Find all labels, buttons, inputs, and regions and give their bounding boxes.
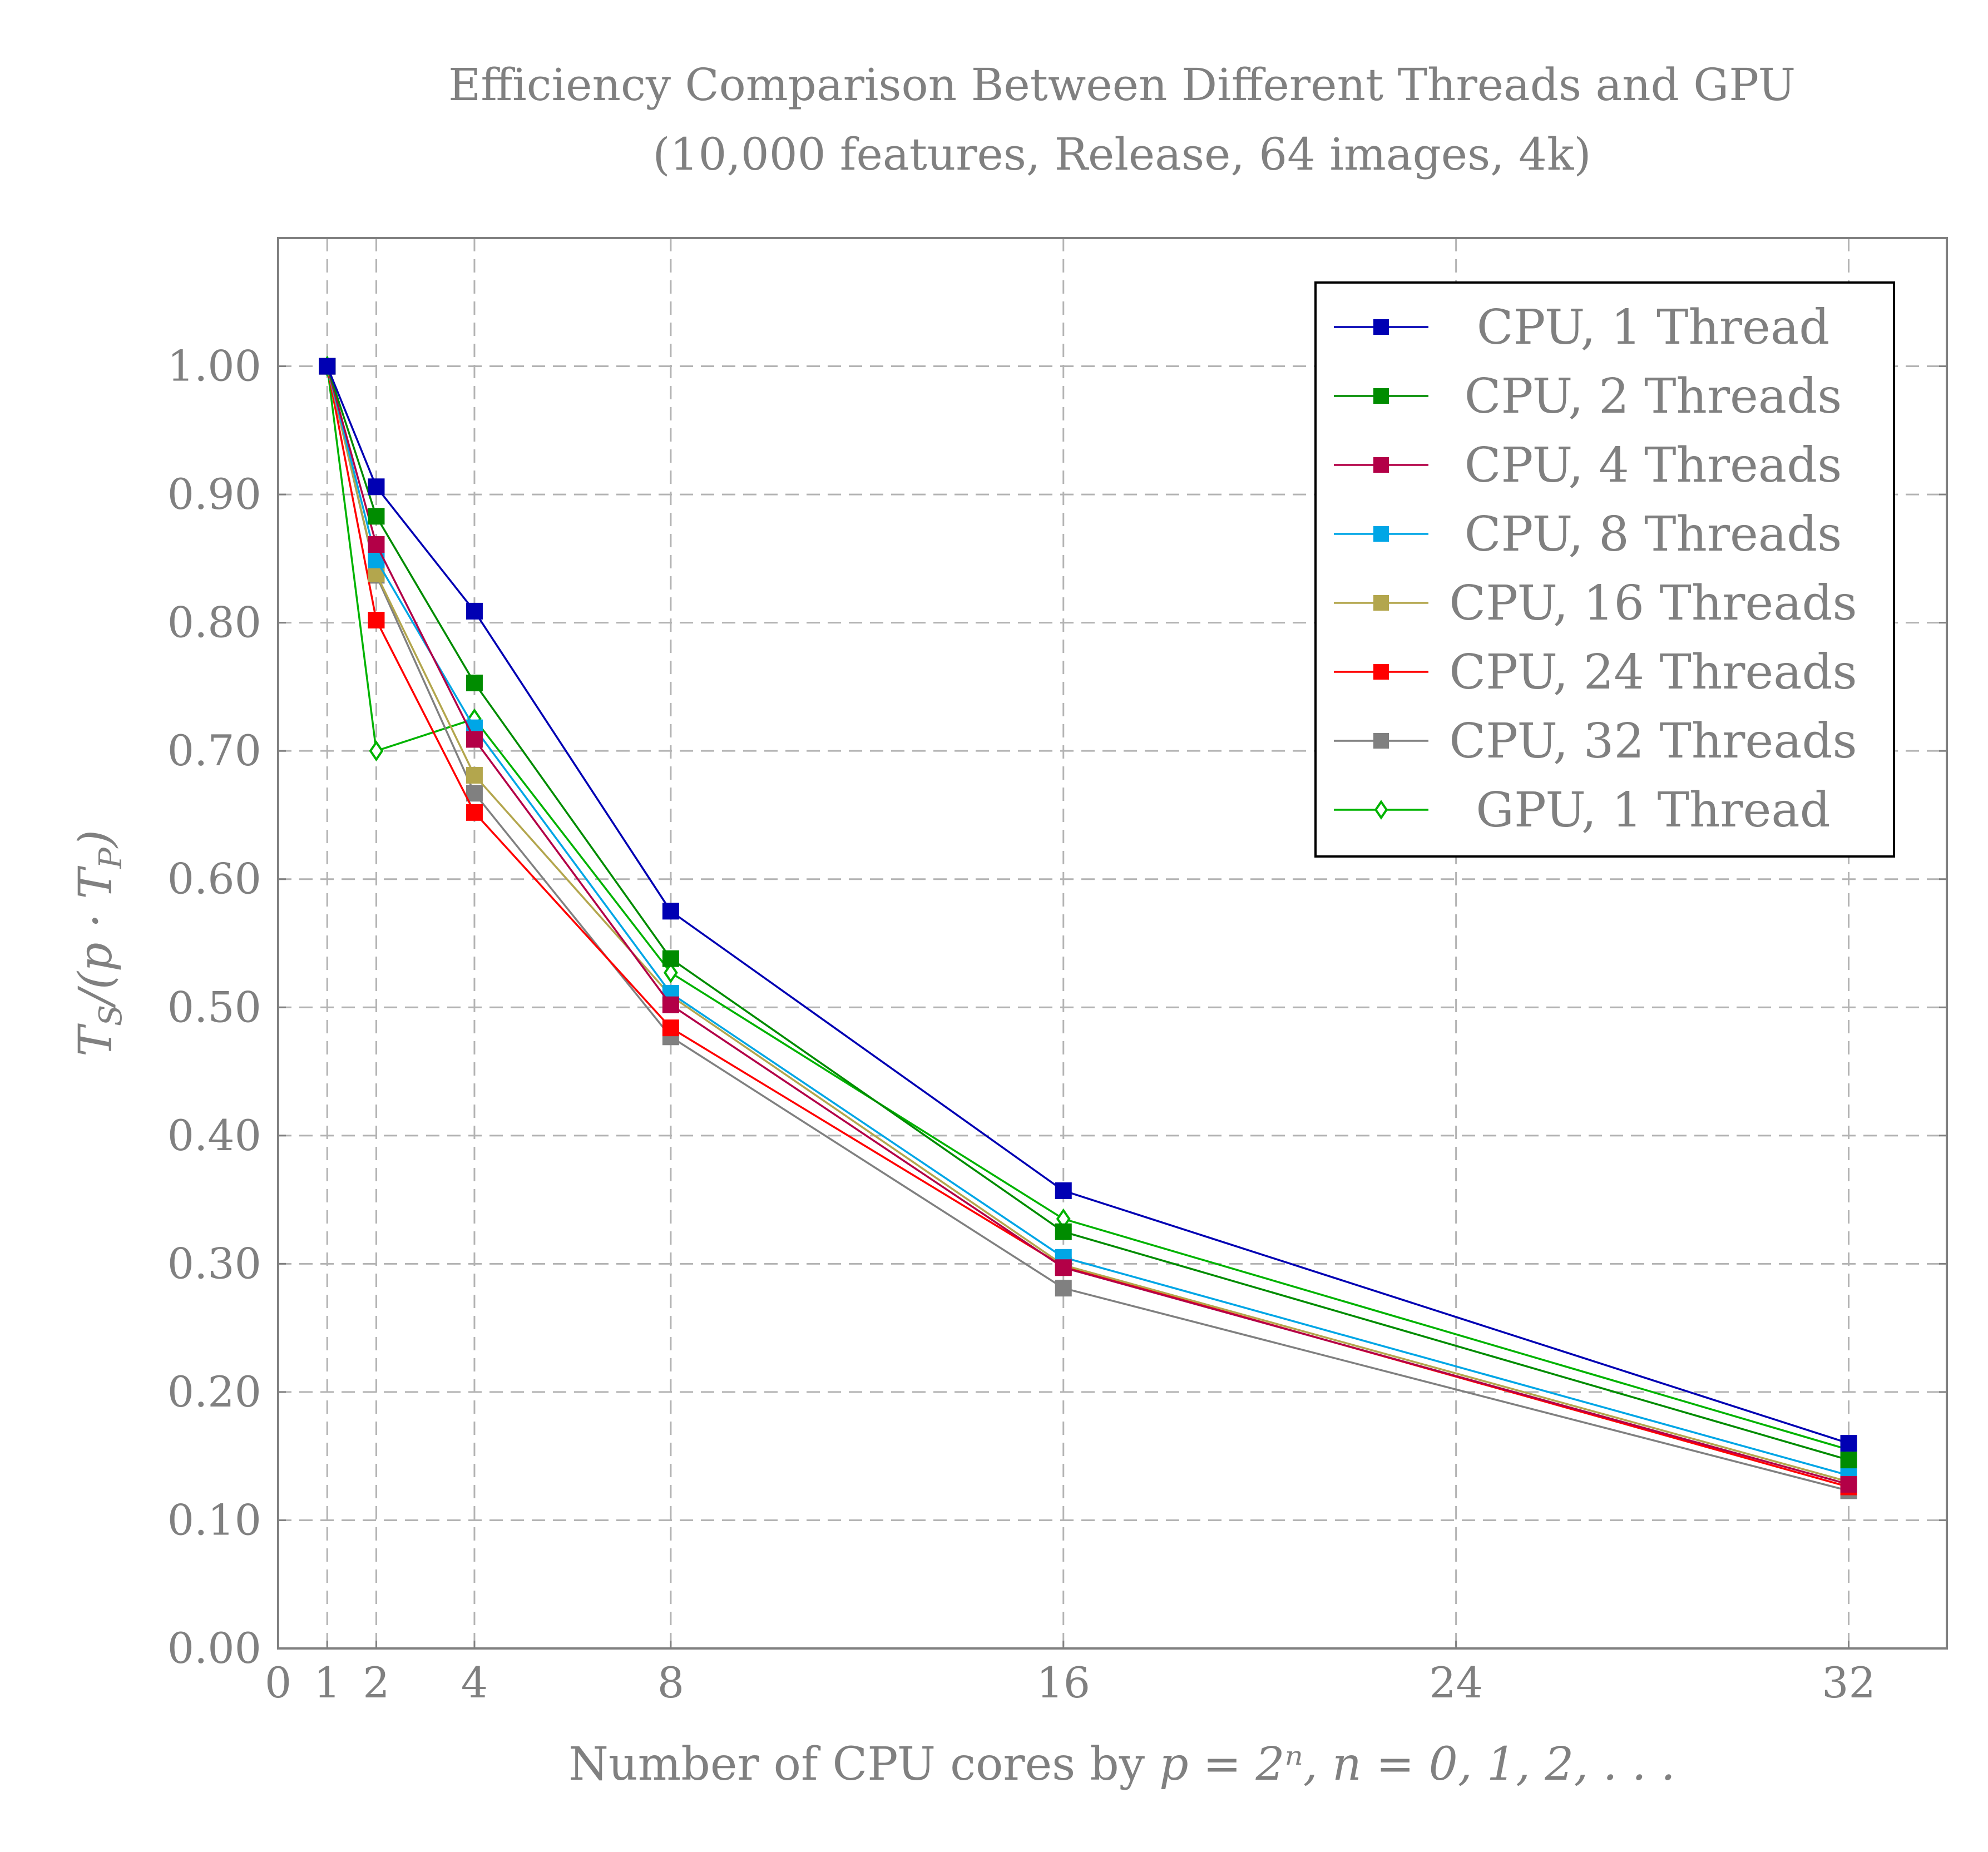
data-point-square xyxy=(319,358,336,375)
data-point-square xyxy=(1055,1223,1072,1240)
data-point-square xyxy=(466,766,483,784)
y-tick-label: 0.60 xyxy=(167,854,261,904)
data-point-square xyxy=(1055,1280,1072,1297)
legend-label: CPU, 2 Threads xyxy=(1465,369,1842,424)
y-tick-label: 0.70 xyxy=(167,726,261,775)
data-point-square xyxy=(368,536,385,553)
data-point-square xyxy=(1373,457,1389,473)
data-point-square xyxy=(1373,733,1389,749)
y-tick-label: 0.50 xyxy=(167,982,261,1032)
data-point-square xyxy=(466,804,483,821)
series-line xyxy=(326,366,1849,1451)
data-point-square xyxy=(1373,388,1389,404)
legend-entry: CPU, 24 Threads xyxy=(1334,645,1857,700)
axis-ticks: 0 1 2 4 8 16 24 320.000.100.200.300.400.500.600… xyxy=(167,341,1947,1707)
data-point-square xyxy=(368,612,385,629)
y-tick-label: 0.00 xyxy=(167,1623,261,1673)
y-tick-label: 0.80 xyxy=(167,598,261,647)
x-tick-label: 8 xyxy=(657,1658,684,1707)
y-tick-label: 0.20 xyxy=(167,1367,261,1417)
y-axis-label: TS/(p · TP) xyxy=(70,830,129,1057)
data-point-square xyxy=(1373,595,1389,611)
chart-subtitle: (10,000 features, Release, 64 images, 4k… xyxy=(652,128,1591,180)
x-tick-label: 1 xyxy=(314,1658,340,1707)
data-point-square xyxy=(466,674,483,691)
y-tick-label: 0.40 xyxy=(167,1111,261,1160)
data-point-square xyxy=(662,996,679,1013)
x-tick-label: 4 xyxy=(461,1658,488,1707)
data-point-square xyxy=(1840,1475,1857,1493)
legend-label: CPU, 1 Thread xyxy=(1477,300,1830,355)
data-point-square xyxy=(466,785,483,802)
y-tick-label: 0.30 xyxy=(167,1239,261,1288)
x-tick-label: 24 xyxy=(1429,1658,1483,1707)
data-point-square xyxy=(368,508,385,525)
data-point-square xyxy=(1373,526,1389,542)
legend-entry: CPU, 8 Threads xyxy=(1334,507,1842,562)
data-point-diamond xyxy=(369,740,384,762)
legend-label: GPU, 1 Thread xyxy=(1476,783,1830,838)
x-tick-label: 16 xyxy=(1036,1658,1090,1707)
data-point-square xyxy=(662,903,679,920)
data-point-square xyxy=(1373,664,1389,680)
data-point-square xyxy=(662,950,679,967)
data-point-square xyxy=(1840,1452,1857,1469)
x-axis-label: Number of CPU cores by p = 2ⁿ, n = 0, 1,… xyxy=(568,1738,1675,1791)
data-point-diamond xyxy=(1374,800,1388,820)
x-tick-label: 2 xyxy=(363,1658,389,1707)
legend-label: CPU, 4 Threads xyxy=(1465,438,1842,493)
data-point-square xyxy=(466,602,483,620)
data-point-square xyxy=(1055,1182,1072,1199)
data-point-square xyxy=(1840,1435,1857,1452)
series-group xyxy=(319,355,1857,1499)
series-cpu-1-thread xyxy=(319,358,1857,1452)
legend-entry: GPU, 1 Thread xyxy=(1334,783,1831,838)
data-point-square xyxy=(662,1019,679,1037)
x-tick-label: 32 xyxy=(1822,1658,1876,1707)
series-line xyxy=(326,365,1849,1444)
legend-entry: CPU, 1 Thread xyxy=(1334,300,1829,355)
legend-entry: CPU, 4 Threads xyxy=(1334,438,1842,493)
chart-title: Efficiency Comparison Between Different … xyxy=(448,59,1796,111)
data-point-square xyxy=(1055,1259,1072,1276)
legend-label: CPU, 8 Threads xyxy=(1465,507,1842,562)
plot-frame xyxy=(277,237,1948,1650)
y-tick-label: 0.90 xyxy=(167,469,261,519)
legend-entry: CPU, 32 Threads xyxy=(1334,714,1857,769)
legend: CPU, 1 Thread CPU, 2 Threads CPU, 4 Thread… xyxy=(1314,281,1895,858)
legend-entry: CPU, 16 Threads xyxy=(1334,576,1857,631)
legend-entry: CPU, 2 Threads xyxy=(1334,369,1842,424)
data-point-square xyxy=(1373,319,1389,335)
legend-box xyxy=(1314,281,1895,858)
data-point-square xyxy=(368,478,385,496)
legend-label: CPU, 16 Threads xyxy=(1449,576,1857,631)
y-tick-label: 0.10 xyxy=(167,1495,261,1544)
series-line xyxy=(326,366,1849,1477)
legend-label: CPU, 24 Threads xyxy=(1449,645,1857,700)
data-point-diamond xyxy=(663,962,678,983)
x-tick-label: 0 xyxy=(265,1658,291,1707)
legend-label: CPU, 32 Threads xyxy=(1449,714,1857,769)
y-tick-label: 1.00 xyxy=(167,341,261,391)
data-point-square xyxy=(466,731,483,748)
